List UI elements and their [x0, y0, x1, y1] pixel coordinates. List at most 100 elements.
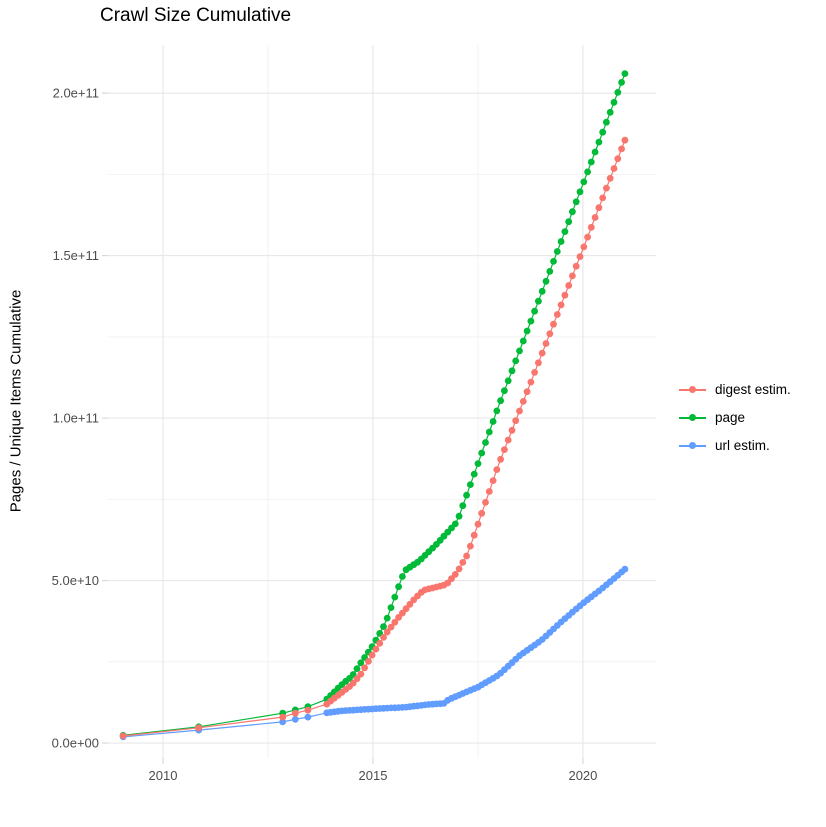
data-point-page: [489, 418, 497, 425]
data-point-page: [546, 268, 554, 275]
data-point-digest-estim-: [606, 174, 614, 182]
legend-item-page: page: [679, 408, 791, 427]
data-point-page: [557, 238, 565, 245]
data-point-digest-estim-: [519, 398, 527, 405]
data-point-page: [584, 168, 591, 176]
data-point-digest-estim-: [353, 675, 361, 683]
data-point-digest-estim-: [599, 194, 607, 202]
data-point-page: [535, 297, 542, 305]
data-point-page: [553, 248, 561, 255]
data-point-page: [485, 428, 493, 436]
data-point-digest-estim-: [516, 407, 523, 415]
data-point-page: [587, 158, 595, 166]
legend-label-digest-estim: digest estim.: [715, 382, 791, 397]
legend-key-page-icon: [679, 408, 706, 427]
data-point-digest-estim-: [542, 340, 550, 347]
data-point-page: [565, 218, 573, 226]
data-point-digest-estim-: [618, 145, 625, 153]
data-point-digest-estim-: [497, 455, 504, 463]
data-point-digest-estim-: [584, 233, 591, 241]
data-point-page: [595, 138, 603, 146]
data-point-digest-estim-: [380, 634, 387, 641]
data-point-digest-estim-: [614, 155, 622, 163]
data-point-digest-estim-: [485, 488, 493, 495]
data-point-digest-estim-: [595, 204, 603, 212]
data-point-url-estim-: [621, 565, 629, 573]
data-point-page: [512, 357, 520, 365]
data-point-page: [391, 593, 399, 601]
data-point-digest-estim-: [591, 214, 599, 221]
y-tick-label: 2.0e+11: [53, 86, 99, 101]
data-point-digest-estim-: [576, 253, 584, 260]
data-point-digest-estim-: [538, 349, 546, 357]
data-point-digest-estim-: [349, 679, 357, 687]
data-point-digest-estim-: [455, 565, 463, 573]
data-point-page: [576, 188, 584, 196]
legend-item-digest-estim: digest estim.: [679, 380, 791, 399]
data-point-digest-estim-: [561, 291, 569, 299]
data-point-digest-estim-: [501, 446, 508, 453]
data-point-digest-estim-: [387, 623, 395, 631]
data-point-digest-estim-: [368, 651, 376, 659]
data-point-url-estim-: [304, 713, 312, 721]
data-point-page: [504, 377, 512, 385]
data-point-digest-estim-: [372, 645, 380, 653]
data-point-page: [610, 98, 618, 106]
x-tick-label: 2010: [149, 768, 178, 783]
data-point-page: [501, 387, 508, 395]
data-point-digest-estim-: [493, 466, 501, 473]
data-point-digest-estim-: [527, 378, 535, 386]
data-point-digest-estim-: [550, 320, 557, 328]
data-point-digest-estim-: [569, 272, 576, 280]
series-line-page: [123, 73, 626, 736]
data-point-digest-estim-: [376, 639, 384, 647]
data-point-digest-estim-: [406, 600, 414, 608]
data-point-page: [614, 89, 622, 96]
data-point-page: [603, 118, 610, 126]
data-point-page: [470, 470, 478, 478]
data-point-page: [542, 277, 550, 285]
x-tick-label: 2020: [568, 768, 597, 783]
y-tick-label: 1.0e+11: [53, 411, 99, 426]
data-point-digest-estim-: [463, 552, 470, 560]
data-point-digest-estim-: [291, 709, 299, 717]
data-point-page: [467, 481, 474, 488]
data-point-page: [519, 337, 527, 345]
data-point-page: [527, 317, 535, 325]
data-point-page: [459, 502, 467, 510]
data-point-page: [572, 198, 580, 206]
data-point-page: [569, 208, 576, 216]
data-point-digest-estim-: [531, 369, 538, 376]
legend-key-digest-icon: [679, 380, 706, 399]
data-point-digest-estim-: [546, 330, 554, 338]
data-point-digest-estim-: [553, 311, 561, 318]
data-point-digest-estim-: [391, 618, 399, 626]
data-point-url-estim-: [279, 718, 287, 726]
data-point-page: [380, 623, 387, 630]
data-point-page: [395, 583, 402, 591]
data-point-page: [357, 659, 365, 667]
data-point-url-estim-: [291, 715, 299, 723]
data-point-digest-estim-: [402, 605, 410, 613]
data-point-digest-estim-: [467, 542, 474, 550]
data-point-page: [482, 439, 489, 446]
data-point-digest-estim-: [195, 724, 203, 732]
data-point-digest-estim-: [523, 388, 531, 396]
data-point-page: [531, 307, 538, 315]
data-point-page: [353, 665, 361, 672]
data-point-digest-estim-: [580, 243, 588, 251]
data-point-digest-estim-: [451, 571, 459, 578]
legend-item-url-estim: url estim.: [679, 436, 791, 455]
data-point-digest-estim-: [478, 509, 486, 517]
legend-label-page: page: [715, 410, 746, 425]
data-point-digest-estim-: [610, 165, 618, 172]
data-point-digest-estim-: [535, 359, 542, 367]
data-point-page: [493, 407, 501, 415]
data-point-page: [538, 287, 546, 295]
data-point-page: [516, 347, 523, 355]
data-point-digest-estim-: [621, 136, 629, 144]
data-point-digest-estim-: [557, 301, 565, 309]
data-point-page: [463, 491, 470, 499]
data-point-digest-estim-: [459, 559, 467, 566]
